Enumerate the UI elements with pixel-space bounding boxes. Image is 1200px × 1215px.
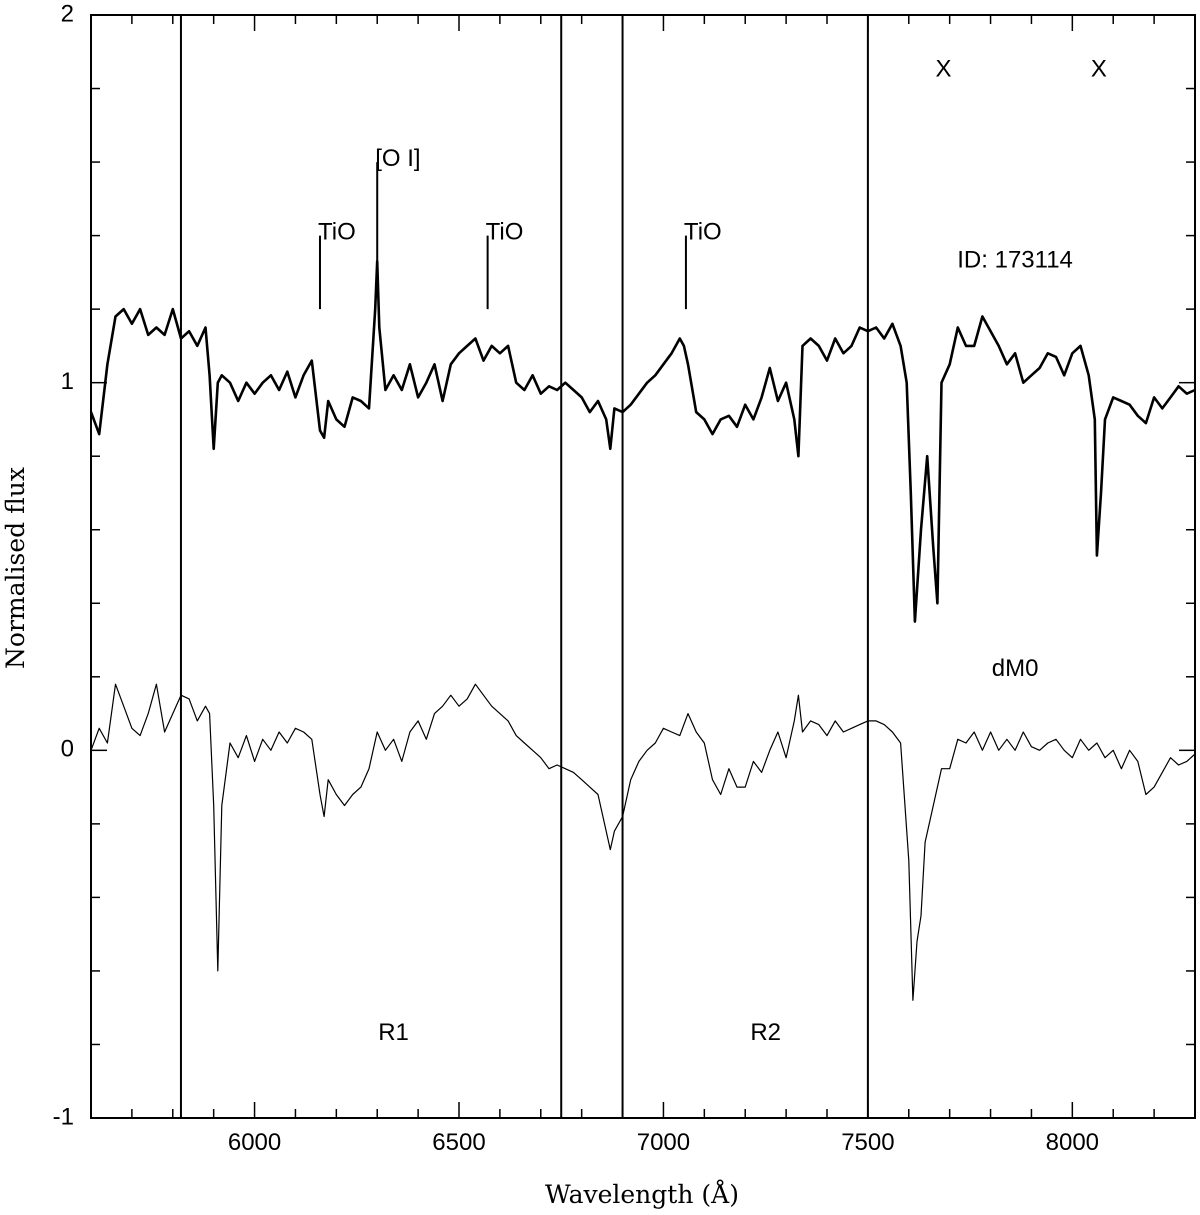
- annotation-label: dM0: [992, 655, 1039, 682]
- spectrum-dm0-line: [90, 683, 1196, 1001]
- x-axis-title: Wavelength (Å): [545, 1179, 739, 1209]
- x-tick-label: 7500: [841, 1129, 894, 1156]
- x-tick-label: 6500: [432, 1129, 485, 1156]
- spectra: [89, 260, 1196, 1001]
- y-tick-label: 1: [61, 368, 74, 395]
- x-tick-label: 8000: [1046, 1129, 1099, 1156]
- annotation-label: X: [1091, 55, 1107, 82]
- annotation-label: [O I]: [375, 145, 420, 172]
- y-tick-label: 2: [61, 0, 74, 27]
- plot-frame: [90, 14, 1196, 1119]
- y-axis-ticks: -1 0 1 2: [53, 0, 1195, 1130]
- y-axis-title: Normalised flux: [1, 467, 30, 669]
- y-tick-label: 0: [61, 736, 74, 763]
- annotation-label: X: [936, 55, 952, 82]
- y-tick-label: -1: [53, 1103, 74, 1130]
- region-label: R2: [750, 1019, 781, 1046]
- x-tick-label: 7000: [637, 1129, 690, 1156]
- x-tick-label: 6000: [228, 1129, 281, 1156]
- annotation-label: ID: 173114: [957, 247, 1073, 274]
- annotation-label: TiO: [684, 219, 722, 246]
- annotation-label: TiO: [486, 219, 524, 246]
- x-axis-ticks: 6000 6500 7000 7500 8000: [90, 15, 1196, 1156]
- annotation-label: TiO: [318, 219, 356, 246]
- region-label: R1: [378, 1019, 409, 1046]
- spectrum-target-line: [89, 260, 1196, 623]
- region-boundary-lines: [179, 15, 869, 1118]
- line-annotations: [O I] TiO TiO TiO X X ID: 173114 dM0 R1 R2: [318, 55, 1107, 1045]
